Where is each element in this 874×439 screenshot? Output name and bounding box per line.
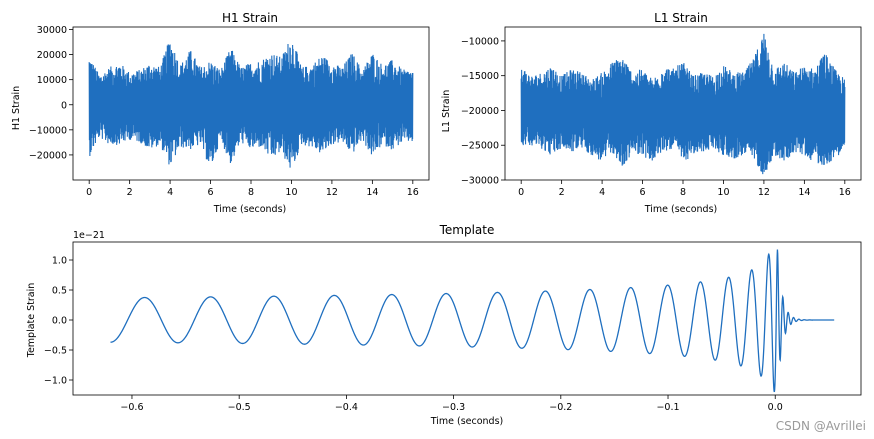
template-series-line <box>110 249 835 393</box>
h1-ytick-label: 0 <box>61 100 67 111</box>
h1-ytick-label: −20000 <box>29 150 67 161</box>
l1-ytick-label: −25000 <box>461 141 499 152</box>
h1-series <box>88 44 414 168</box>
l1-axes-frame <box>504 26 862 181</box>
l1-title: L1 Strain <box>654 11 708 25</box>
l1-xlabel: Time (seconds) <box>644 204 718 215</box>
template-xtick-label: −0.5 <box>228 402 251 413</box>
l1-ytick-label: −30000 <box>461 176 499 187</box>
l1-ytick-label: −15000 <box>461 71 499 82</box>
template-ytick-label: 0.0 <box>52 316 67 327</box>
h1-series-line <box>88 44 414 168</box>
template-xtick-label: −0.3 <box>442 402 465 413</box>
template-xtick-label: −0.2 <box>549 402 572 413</box>
l1-ticks: 0 2 4 6 8 10 12 14 16 −30000 −25000 −20000 −15000 −10… <box>461 36 851 198</box>
l1-xtick-label: 6 <box>640 187 646 198</box>
l1-ytick-label: −20000 <box>461 106 499 117</box>
template-scale-label: 1e−21 <box>73 230 105 241</box>
template-ytick-label: −1.0 <box>44 376 67 387</box>
h1-xtick-label: 12 <box>326 187 338 198</box>
h1-ytick-label: −10000 <box>29 125 67 136</box>
template-ytick-label: 0.5 <box>52 286 67 297</box>
h1-ytick-label: 20000 <box>37 50 67 61</box>
l1-xtick-label: 8 <box>680 187 686 198</box>
h1-ytick-label: 30000 <box>37 25 67 36</box>
l1-ytick-label: −10000 <box>461 36 499 47</box>
l1-xtick-label: 0 <box>518 187 524 198</box>
template-xtick-label: −0.1 <box>656 402 679 413</box>
l1-subplot: L1 Strain Time (seconds) L1 Strain 0 2 4 6 8… <box>441 11 862 215</box>
h1-xtick-label: 6 <box>208 187 214 198</box>
template-ytick-label: 1.0 <box>52 256 67 267</box>
template-xlabel: Time (seconds) <box>430 416 504 427</box>
h1-ytick-label: 10000 <box>37 75 67 86</box>
h1-title: H1 Strain <box>222 11 278 25</box>
template-xtick-label: −0.4 <box>335 402 358 413</box>
l1-xtick-label: 14 <box>798 187 810 198</box>
l1-xtick-label: 2 <box>559 187 565 198</box>
h1-xtick-label: 16 <box>407 187 419 198</box>
template-ylabel: Template Strain <box>26 283 37 359</box>
h1-xtick-label: 4 <box>167 187 173 198</box>
h1-xtick-label: 8 <box>248 187 254 198</box>
h1-ylabel: H1 Strain <box>11 86 22 130</box>
h1-axes-frame <box>72 26 430 181</box>
h1-xtick-label: 10 <box>285 187 297 198</box>
h1-ticks: 0 2 4 6 8 10 12 14 16 −20000 −10000 0 10000 20000 3000… <box>29 25 419 198</box>
template-title: Template <box>439 223 495 237</box>
watermark: CSDN @Avrillei <box>775 419 866 433</box>
l1-xtick-label: 12 <box>758 187 770 198</box>
template-ytick-label: −0.5 <box>44 346 67 357</box>
h1-xtick-label: 2 <box>127 187 133 198</box>
l1-ylabel: L1 Strain <box>441 90 452 133</box>
l1-xtick-label: 4 <box>599 187 605 198</box>
h1-xtick-label: 0 <box>86 187 92 198</box>
template-xtick-label: −0.6 <box>120 402 143 413</box>
template-axes-frame <box>72 241 862 396</box>
h1-subplot: H1 Strain Time (seconds) H1 Strain 0 2 4 6 8… <box>11 11 430 215</box>
l1-xtick-label: 16 <box>839 187 851 198</box>
template-xtick-label: 0.0 <box>768 402 783 413</box>
template-series <box>110 249 835 393</box>
template-ticks: −0.6 −0.5 −0.4 −0.3 −0.2 −0.1 0.0 −1.0 −0.5 0.0 0.… <box>44 256 783 414</box>
l1-series-line <box>520 33 846 175</box>
template-subplot: Template 1e−21 Time (seconds) Template S… <box>26 223 862 427</box>
l1-series <box>520 33 846 175</box>
h1-xtick-label: 14 <box>366 187 378 198</box>
l1-xtick-label: 10 <box>717 187 729 198</box>
h1-xlabel: Time (seconds) <box>213 204 287 215</box>
